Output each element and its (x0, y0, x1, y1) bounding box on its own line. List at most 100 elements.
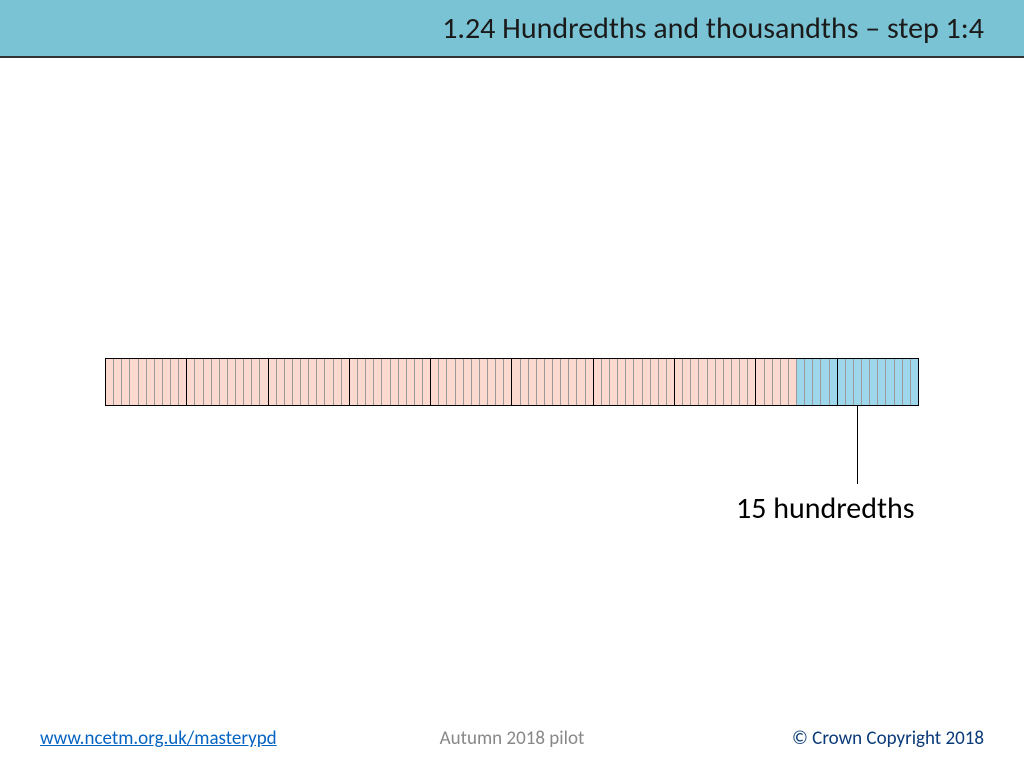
hundredth-cell (903, 359, 911, 405)
hundredth-cell (317, 359, 325, 405)
footer-center: Autumn 2018 pilot (440, 727, 585, 750)
hundredth-cell (821, 359, 829, 405)
hundredth-cell (179, 359, 186, 405)
hundredth-cell (252, 359, 260, 405)
hundredth-cell (716, 359, 724, 405)
hundredth-cell (870, 359, 878, 405)
hundredth-cell (765, 359, 773, 405)
hundredth-cell (114, 359, 122, 405)
hundredth-cell (602, 359, 610, 405)
hundredths-bar (105, 358, 919, 406)
tenth-segment (675, 359, 756, 405)
hundredth-cell (342, 359, 349, 405)
footer-link[interactable]: www.ncetm.org.uk/masterypd (40, 727, 277, 750)
hundredth-cell (724, 359, 732, 405)
hundredth-cell (220, 359, 228, 405)
hundredth-cell (236, 359, 244, 405)
hundredth-cell (878, 359, 886, 405)
hundredth-cell (163, 359, 171, 405)
hundredth-cell (773, 359, 781, 405)
hundredth-cell (350, 359, 358, 405)
hundredth-cell (358, 359, 366, 405)
hundredth-cell (537, 359, 545, 405)
hundredth-cell (683, 359, 691, 405)
hundredth-cell (586, 359, 593, 405)
tenth-segment (512, 359, 593, 405)
hundredth-cell (521, 359, 529, 405)
hundredth-cell (309, 359, 317, 405)
hundredth-cell (439, 359, 447, 405)
hundredth-cell (838, 359, 846, 405)
hundredth-cell (415, 359, 423, 405)
hundredth-cell (407, 359, 415, 405)
hundredth-cell (830, 359, 837, 405)
hundredth-cell (456, 359, 464, 405)
hundredth-cell (569, 359, 577, 405)
hundredth-cell (139, 359, 147, 405)
hundredth-cell (472, 359, 480, 405)
hundredth-cell (212, 359, 220, 405)
footer-copyright: © Crown Copyright 2018 (792, 727, 984, 750)
hundredth-cell (862, 359, 870, 405)
hundredth-cell (334, 359, 342, 405)
hundredth-cell (195, 359, 203, 405)
tenth-segment (756, 359, 837, 405)
hundredth-cell (187, 359, 195, 405)
header-bar: 1.24 Hundredths and thousandths – step 1… (0, 0, 1024, 58)
hundredth-cell (447, 359, 455, 405)
hundredth-cell (512, 359, 520, 405)
tenth-segment (431, 359, 512, 405)
hundredth-cell (260, 359, 267, 405)
hundredth-cell (431, 359, 439, 405)
hundredth-cell (634, 359, 642, 405)
hundredth-cell (626, 359, 634, 405)
hundredth-cell (277, 359, 285, 405)
hundredth-cell (667, 359, 674, 405)
hundredth-cell (675, 359, 683, 405)
hundredth-cell (813, 359, 821, 405)
hundredth-cell (618, 359, 626, 405)
hundredth-cell (423, 359, 430, 405)
hundredth-cell (659, 359, 667, 405)
hundredth-cell (204, 359, 212, 405)
footer: www.ncetm.org.uk/masterypd Autumn 2018 p… (0, 727, 1024, 750)
hundredth-cell (545, 359, 553, 405)
hundredth-cell (504, 359, 511, 405)
hundredth-cell (553, 359, 561, 405)
slide-title: 1.24 Hundredths and thousandths – step 1… (442, 10, 984, 47)
hundredth-cell (228, 359, 236, 405)
tenth-segment (838, 359, 918, 405)
tenth-segment (594, 359, 675, 405)
hundredth-cell (301, 359, 309, 405)
hundredth-cell (155, 359, 163, 405)
hundredth-cell (594, 359, 602, 405)
hundredth-cell (122, 359, 130, 405)
hundredth-cell (732, 359, 740, 405)
hundredth-cell (366, 359, 374, 405)
hundredth-cell (756, 359, 764, 405)
hundredth-cell (399, 359, 407, 405)
tenth-segment (350, 359, 431, 405)
hundredth-cell (643, 359, 651, 405)
hundredth-cell (846, 359, 854, 405)
hundredth-cell (293, 359, 301, 405)
hundredth-cell (529, 359, 537, 405)
hundredth-cell (147, 359, 155, 405)
hundredth-cell (496, 359, 504, 405)
hundredth-cell (382, 359, 390, 405)
hundredth-cell (561, 359, 569, 405)
hundredth-cell (651, 359, 659, 405)
hundredth-cell (895, 359, 903, 405)
hundredth-cell (374, 359, 382, 405)
hundredth-cell (269, 359, 277, 405)
hundredth-cell (911, 359, 918, 405)
hundredth-cell (480, 359, 488, 405)
hundredth-cell (171, 359, 179, 405)
hundredth-cell (130, 359, 138, 405)
hundredth-cell (106, 359, 114, 405)
hundredth-cell (610, 359, 618, 405)
hundredth-cell (285, 359, 293, 405)
hundredth-cell (488, 359, 496, 405)
hundredth-cell (464, 359, 472, 405)
hundredth-cell (699, 359, 707, 405)
